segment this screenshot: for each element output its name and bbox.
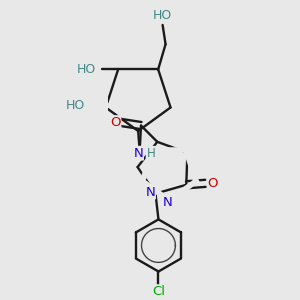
Text: O: O [208,177,218,190]
Text: N: N [145,186,155,199]
Text: Cl: Cl [152,285,165,298]
Text: HO: HO [153,9,172,22]
Text: H: H [146,147,155,160]
Text: N: N [163,196,172,208]
Text: HO: HO [77,63,96,76]
Text: N: N [133,147,143,160]
Text: HO: HO [66,100,85,112]
Text: O: O [110,116,121,129]
